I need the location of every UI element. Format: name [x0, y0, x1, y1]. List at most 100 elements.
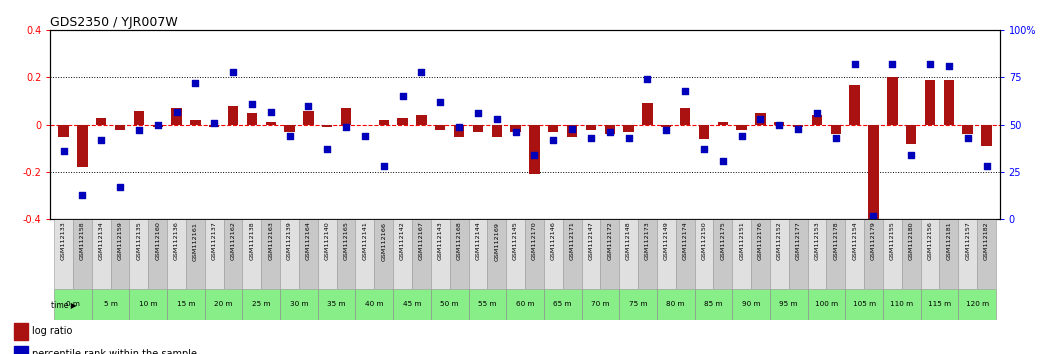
Text: GSM112164: GSM112164	[306, 222, 311, 261]
Point	[752, 116, 769, 122]
Point	[601, 130, 618, 135]
Bar	[883, 289, 921, 320]
Bar	[431, 219, 450, 289]
Bar	[548, 125, 558, 132]
Bar	[318, 219, 337, 289]
Bar	[657, 289, 694, 320]
Text: GSM112142: GSM112142	[400, 222, 405, 260]
Bar	[585, 125, 596, 130]
Bar	[581, 219, 600, 289]
Bar	[393, 219, 412, 289]
Bar	[15, 346, 27, 354]
Bar	[190, 120, 200, 125]
Point	[582, 135, 599, 141]
Text: GSM112165: GSM112165	[344, 222, 348, 261]
Text: GSM112134: GSM112134	[99, 222, 104, 260]
Text: GSM112139: GSM112139	[287, 222, 292, 261]
Point	[489, 116, 506, 122]
Bar	[845, 289, 883, 320]
Bar	[736, 125, 747, 130]
Point	[111, 184, 128, 190]
Text: 55 m: 55 m	[478, 302, 496, 307]
Bar	[133, 110, 144, 125]
Text: 30 m: 30 m	[290, 302, 308, 307]
Text: GSM112143: GSM112143	[437, 222, 443, 260]
Text: 70 m: 70 m	[592, 302, 609, 307]
Text: log ratio: log ratio	[33, 326, 72, 336]
Bar	[167, 219, 186, 289]
Point	[790, 126, 807, 131]
Bar	[115, 125, 125, 130]
Text: GSM112157: GSM112157	[965, 222, 970, 260]
Bar	[789, 219, 808, 289]
Bar	[205, 289, 242, 320]
Point	[74, 192, 91, 198]
Bar	[110, 219, 129, 289]
Bar	[581, 289, 619, 320]
Text: 15 m: 15 m	[176, 302, 195, 307]
Point	[168, 109, 185, 114]
Text: GSM112147: GSM112147	[588, 222, 594, 260]
Bar	[247, 113, 257, 125]
Point	[281, 133, 298, 139]
Point	[865, 213, 882, 218]
Point	[884, 61, 901, 67]
Text: GSM112174: GSM112174	[683, 222, 688, 260]
Bar	[431, 289, 469, 320]
Bar	[694, 219, 713, 289]
Bar	[694, 289, 732, 320]
Point	[319, 147, 336, 152]
Point	[544, 137, 561, 143]
Bar	[977, 219, 996, 289]
Point	[376, 164, 392, 169]
Point	[243, 101, 260, 107]
Bar	[129, 219, 148, 289]
Bar	[511, 125, 520, 132]
Bar	[228, 106, 238, 125]
Bar	[280, 219, 299, 289]
Text: GSM112178: GSM112178	[833, 222, 838, 260]
Text: GSM112162: GSM112162	[231, 222, 236, 261]
Bar	[774, 122, 785, 125]
Bar	[680, 108, 690, 125]
Bar	[322, 125, 333, 127]
Bar	[661, 125, 671, 127]
Bar	[223, 219, 242, 289]
Bar	[129, 289, 167, 320]
Text: GSM112149: GSM112149	[664, 222, 669, 261]
Bar	[718, 122, 728, 125]
Bar	[638, 219, 657, 289]
Bar	[341, 108, 351, 125]
Point	[394, 93, 411, 99]
Point	[714, 158, 731, 164]
Bar	[73, 219, 92, 289]
Text: GSM112148: GSM112148	[626, 222, 631, 260]
Bar	[55, 289, 92, 320]
Point	[771, 122, 788, 127]
Text: GSM112176: GSM112176	[758, 222, 763, 261]
Text: 80 m: 80 m	[666, 302, 685, 307]
Point	[658, 128, 675, 133]
Bar	[604, 125, 615, 134]
Point	[847, 61, 863, 67]
Text: GSM112152: GSM112152	[777, 222, 782, 260]
Point	[432, 99, 449, 105]
Text: 20 m: 20 m	[214, 302, 233, 307]
Bar	[751, 219, 770, 289]
Bar	[543, 289, 581, 320]
Bar	[566, 125, 577, 137]
Text: GSM112179: GSM112179	[871, 222, 876, 261]
Bar	[883, 219, 902, 289]
Text: GSM112150: GSM112150	[702, 222, 706, 260]
Text: GSM112160: GSM112160	[155, 222, 160, 261]
Text: 95 m: 95 m	[779, 302, 798, 307]
Text: GSM112173: GSM112173	[645, 222, 650, 260]
Bar	[398, 118, 408, 125]
Bar	[55, 219, 73, 289]
Text: GSM112136: GSM112136	[174, 222, 179, 261]
Text: GSM112170: GSM112170	[532, 222, 537, 260]
Bar	[864, 219, 883, 289]
Text: 115 m: 115 m	[928, 302, 951, 307]
Bar	[543, 219, 562, 289]
Point	[470, 110, 487, 116]
